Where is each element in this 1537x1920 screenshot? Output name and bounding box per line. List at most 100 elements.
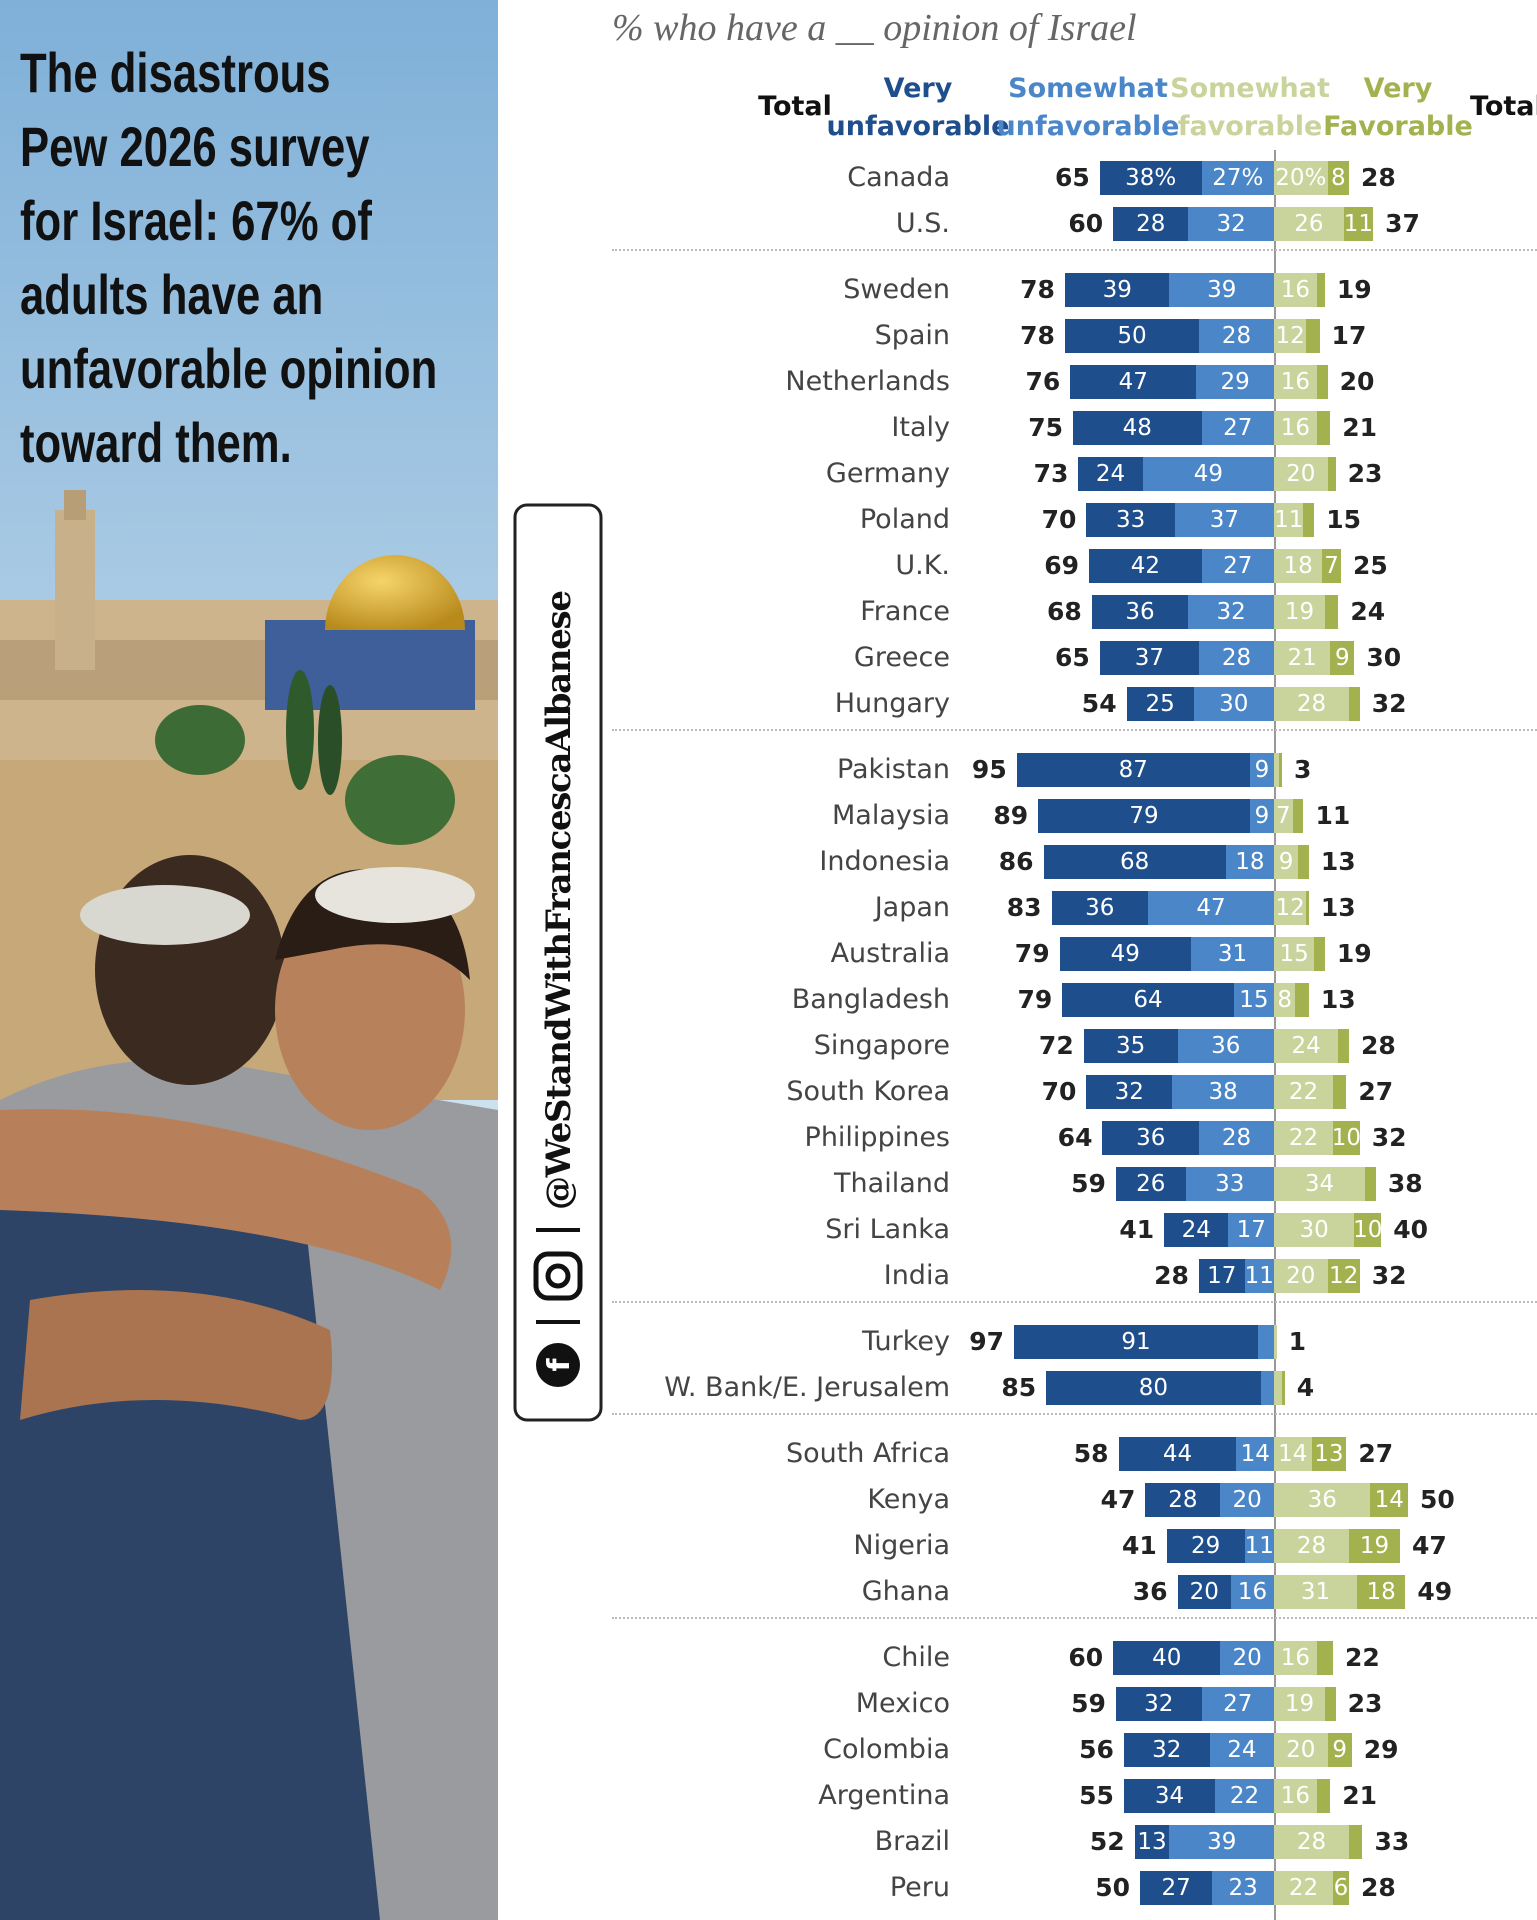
segment-label: 8: [1277, 987, 1293, 1013]
bar-segment: [1327, 161, 1350, 195]
instagram-icon: [545, 1263, 571, 1289]
bar-segment: [1274, 641, 1331, 675]
segment-label: 79: [1129, 803, 1159, 829]
bar-segment: [1274, 411, 1317, 445]
total-favorable: 17: [1331, 321, 1367, 350]
bar-segment: [1274, 845, 1299, 879]
segment-label: 19: [1359, 1533, 1390, 1559]
bar-segment: [1274, 1641, 1317, 1675]
segment-label: 32: [1114, 1079, 1144, 1105]
segment-label: 26: [1136, 1171, 1166, 1197]
category-label: Colombia: [823, 1734, 950, 1765]
bar-segment: [1274, 207, 1344, 241]
segment-label: 24: [1095, 461, 1126, 487]
total-favorable: 37: [1385, 209, 1420, 238]
category-label: Singapore: [813, 1030, 950, 1061]
segment-label: 33: [1115, 507, 1146, 533]
bar-segment: [1274, 1437, 1312, 1471]
bar-segment: [1059, 937, 1191, 971]
category-label: Mexico: [855, 1688, 950, 1719]
total-unfavorable: 60: [1068, 209, 1104, 238]
total-favorable: 22: [1344, 1643, 1380, 1672]
segment-label: 13: [1314, 1441, 1344, 1467]
bar-segment: [1190, 937, 1274, 971]
bar-segment: [1249, 799, 1274, 833]
bar-segment: [1354, 1213, 1382, 1247]
total-favorable: 1: [1288, 1327, 1307, 1356]
bar-segment: [1274, 1167, 1366, 1201]
total-unfavorable: 36: [1132, 1577, 1168, 1606]
total-unfavorable: 59: [1071, 1689, 1106, 1718]
segment-label: 17: [1207, 1263, 1237, 1289]
segment-label: 15: [1279, 941, 1309, 967]
segment-label: 11: [1274, 507, 1304, 533]
segment-label: 14: [1278, 1441, 1308, 1467]
segment-label: 32: [1144, 1691, 1174, 1717]
segment-label: 20: [1286, 1263, 1316, 1289]
segment-label: 68: [1119, 849, 1150, 875]
segment-label: 36: [1307, 1487, 1337, 1513]
bar-segment: [1099, 641, 1199, 675]
category-label: Spain: [874, 320, 950, 351]
bar-segment: [1225, 845, 1274, 879]
bar-segment: [1051, 891, 1149, 925]
total-favorable: 4: [1296, 1373, 1315, 1402]
segment-label: 11: [1244, 1533, 1274, 1559]
tree: [318, 685, 342, 795]
bar-segment: [1370, 1483, 1408, 1517]
legend-header: Somewhat favorable: [1170, 73, 1330, 142]
total-favorable: 21: [1342, 1781, 1378, 1810]
segment-label: 16: [1280, 1783, 1311, 1809]
total-favorable: 13: [1320, 893, 1356, 922]
minaret: [64, 490, 86, 520]
total-unfavorable: 58: [1073, 1439, 1109, 1468]
bar-segment: [1062, 983, 1234, 1017]
bar-segment: [1282, 1371, 1285, 1405]
bar-segment: [1274, 1825, 1350, 1859]
bar-segment: [1274, 1371, 1283, 1405]
chart-title: % who have a __ opinion of Israel: [612, 7, 1137, 49]
segment-label: 34: [1304, 1171, 1335, 1197]
segment-label: 87: [1118, 757, 1148, 783]
segment-label: 10: [1353, 1217, 1383, 1243]
segment-label: 26: [1294, 211, 1324, 237]
segment-label: 22: [1288, 1875, 1319, 1901]
minaret: [55, 510, 95, 670]
bar-segment: [1220, 1483, 1274, 1517]
bar-segment: [1316, 1779, 1331, 1813]
bar-segment: [1236, 1437, 1274, 1471]
category-label: Pakistan: [836, 754, 950, 785]
total-unfavorable: 89: [993, 801, 1029, 830]
segment-label: 28: [1221, 323, 1252, 349]
bar-segment: [1115, 1167, 1186, 1201]
segment-label: 14: [1240, 1441, 1270, 1467]
bar-segment: [1349, 1825, 1363, 1859]
segment-label: 80: [1138, 1375, 1169, 1401]
total-unfavorable: 52: [1089, 1827, 1125, 1856]
bar-segment: [1274, 983, 1296, 1017]
bar-segment: [1311, 1437, 1347, 1471]
category-label: Poland: [859, 504, 950, 535]
facebook-glyph: f: [542, 1358, 577, 1372]
segment-label: 16: [1280, 277, 1311, 303]
segment-label: 44: [1162, 1441, 1193, 1467]
total-favorable: 19: [1336, 939, 1372, 968]
segment-label: 20: [1286, 461, 1316, 487]
bar-segment: [1220, 1641, 1274, 1675]
bar-segment: [1198, 319, 1274, 353]
bar-segment: [1260, 1371, 1274, 1405]
total-unfavorable: 64: [1057, 1123, 1093, 1152]
category-label: Chile: [882, 1642, 950, 1673]
segment-label: 32: [1216, 599, 1246, 625]
total-favorable: 27: [1358, 1077, 1394, 1106]
kippah: [80, 885, 250, 945]
category-label: U.S.: [895, 208, 950, 239]
bar-segment: [1327, 1733, 1352, 1767]
total-favorable: 30: [1366, 643, 1402, 672]
category-label: India: [883, 1260, 950, 1291]
total-favorable: 25: [1353, 551, 1388, 580]
segment-label: 9: [1278, 849, 1294, 875]
bar-segment: [1365, 1167, 1376, 1201]
bar-segment: [1274, 1529, 1350, 1563]
